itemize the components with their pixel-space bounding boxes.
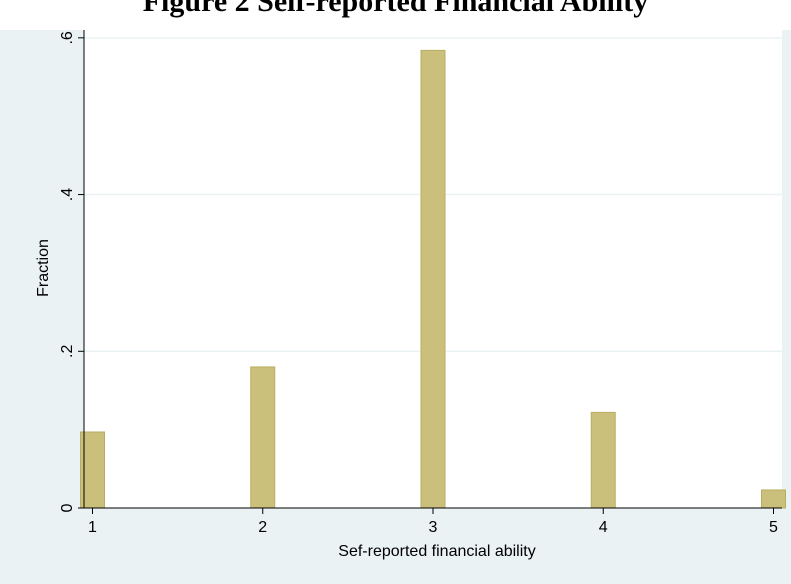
y-tick-label: 0 — [59, 503, 76, 512]
bar-3 — [420, 49, 446, 509]
x-tick-label: 3 — [429, 519, 438, 536]
bar-5 — [760, 489, 786, 509]
bar-4 — [590, 411, 616, 509]
bar-2 — [250, 366, 276, 509]
x-tick-label: 5 — [769, 519, 778, 536]
x-axis-label: Sef-reported financial ability — [338, 543, 535, 560]
y-axis-ticks: 0 .2 .4 .6 — [59, 31, 84, 512]
x-tick-label: 2 — [258, 519, 267, 536]
y-tick-label: .4 — [59, 188, 76, 201]
x-axis-ticks: 1 2 3 4 5 — [88, 508, 778, 536]
bars — [80, 49, 786, 509]
y-tick-label: .2 — [59, 345, 76, 358]
x-tick-label: 4 — [599, 519, 608, 536]
chart-title: Figure 2 Self-reported Financial Ability — [142, 0, 649, 18]
x-tick-label: 1 — [88, 519, 97, 536]
bar-1 — [80, 431, 106, 509]
y-axis-label: Fraction — [35, 239, 52, 297]
y-tick-label: .6 — [59, 31, 76, 44]
